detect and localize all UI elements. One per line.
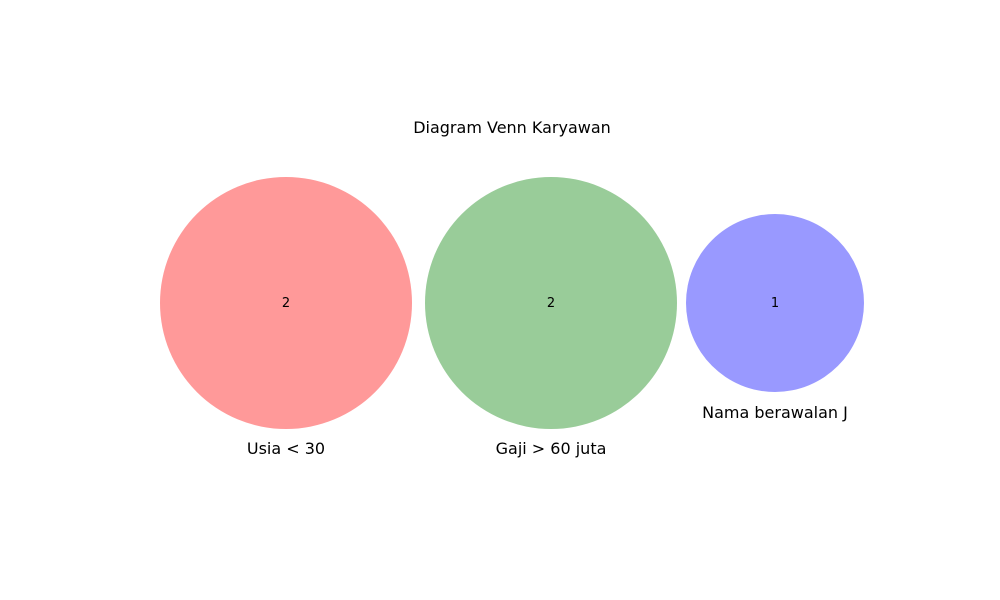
set-nama-circle [686,214,864,392]
set-nama: 1 Nama berawalan J [686,214,864,422]
set-usia-circle [160,177,412,429]
set-usia-count: 2 [282,296,290,311]
set-nama-count: 1 [771,296,779,311]
set-usia-label: Usia < 30 [247,439,325,458]
set-gaji-count: 2 [547,296,555,311]
set-gaji: 2 Gaji > 60 juta [425,177,677,458]
diagram-title: Diagram Venn Karyawan [413,118,611,137]
set-nama-label: Nama berawalan J [702,403,848,422]
set-usia: 2 Usia < 30 [160,177,412,458]
set-gaji-label: Gaji > 60 juta [496,439,607,458]
set-gaji-circle [425,177,677,429]
